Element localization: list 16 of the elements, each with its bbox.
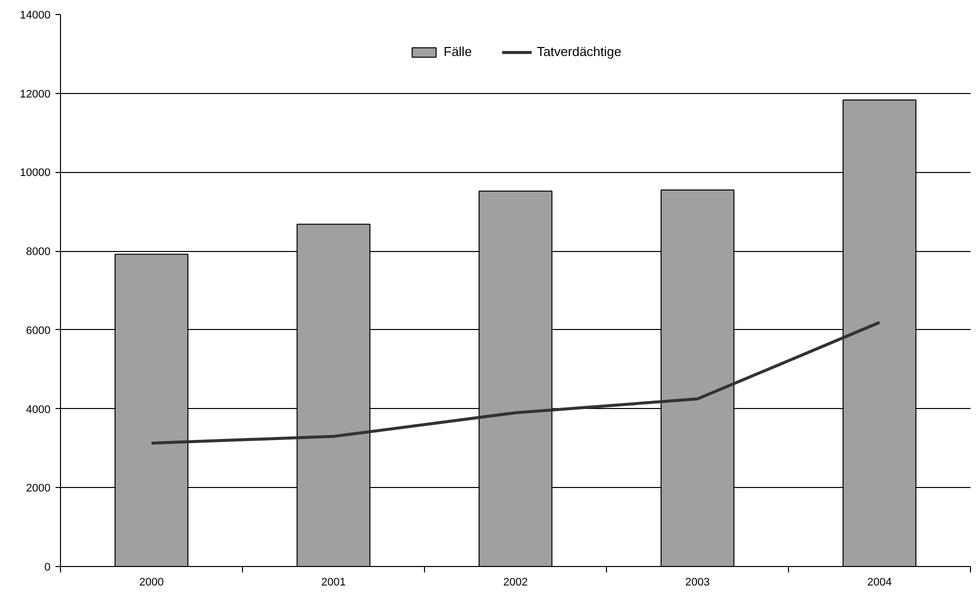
y-tick-label: 14000 <box>20 10 51 22</box>
x-tick-label: 2003 <box>685 576 710 588</box>
legend-label: Fälle <box>444 44 472 59</box>
line-series <box>150 320 881 445</box>
y-tick-label: 10000 <box>20 167 51 180</box>
x-tick-label: 2001 <box>321 576 346 588</box>
y-tick-label: 0 <box>44 562 51 574</box>
y-tick-label: 2000 <box>26 482 51 495</box>
x-tick-label: 2002 <box>503 576 528 588</box>
y-tick-label: 8000 <box>26 246 51 258</box>
legend-label: Tatverdächtige <box>536 44 622 59</box>
y-tick-label: 6000 <box>26 324 51 337</box>
y-tick-label: 12000 <box>20 88 51 100</box>
y-tick-label: 4000 <box>26 404 51 416</box>
x-tick-label: 2000 <box>139 576 164 588</box>
x-tick-label: 2004 <box>867 576 892 588</box>
